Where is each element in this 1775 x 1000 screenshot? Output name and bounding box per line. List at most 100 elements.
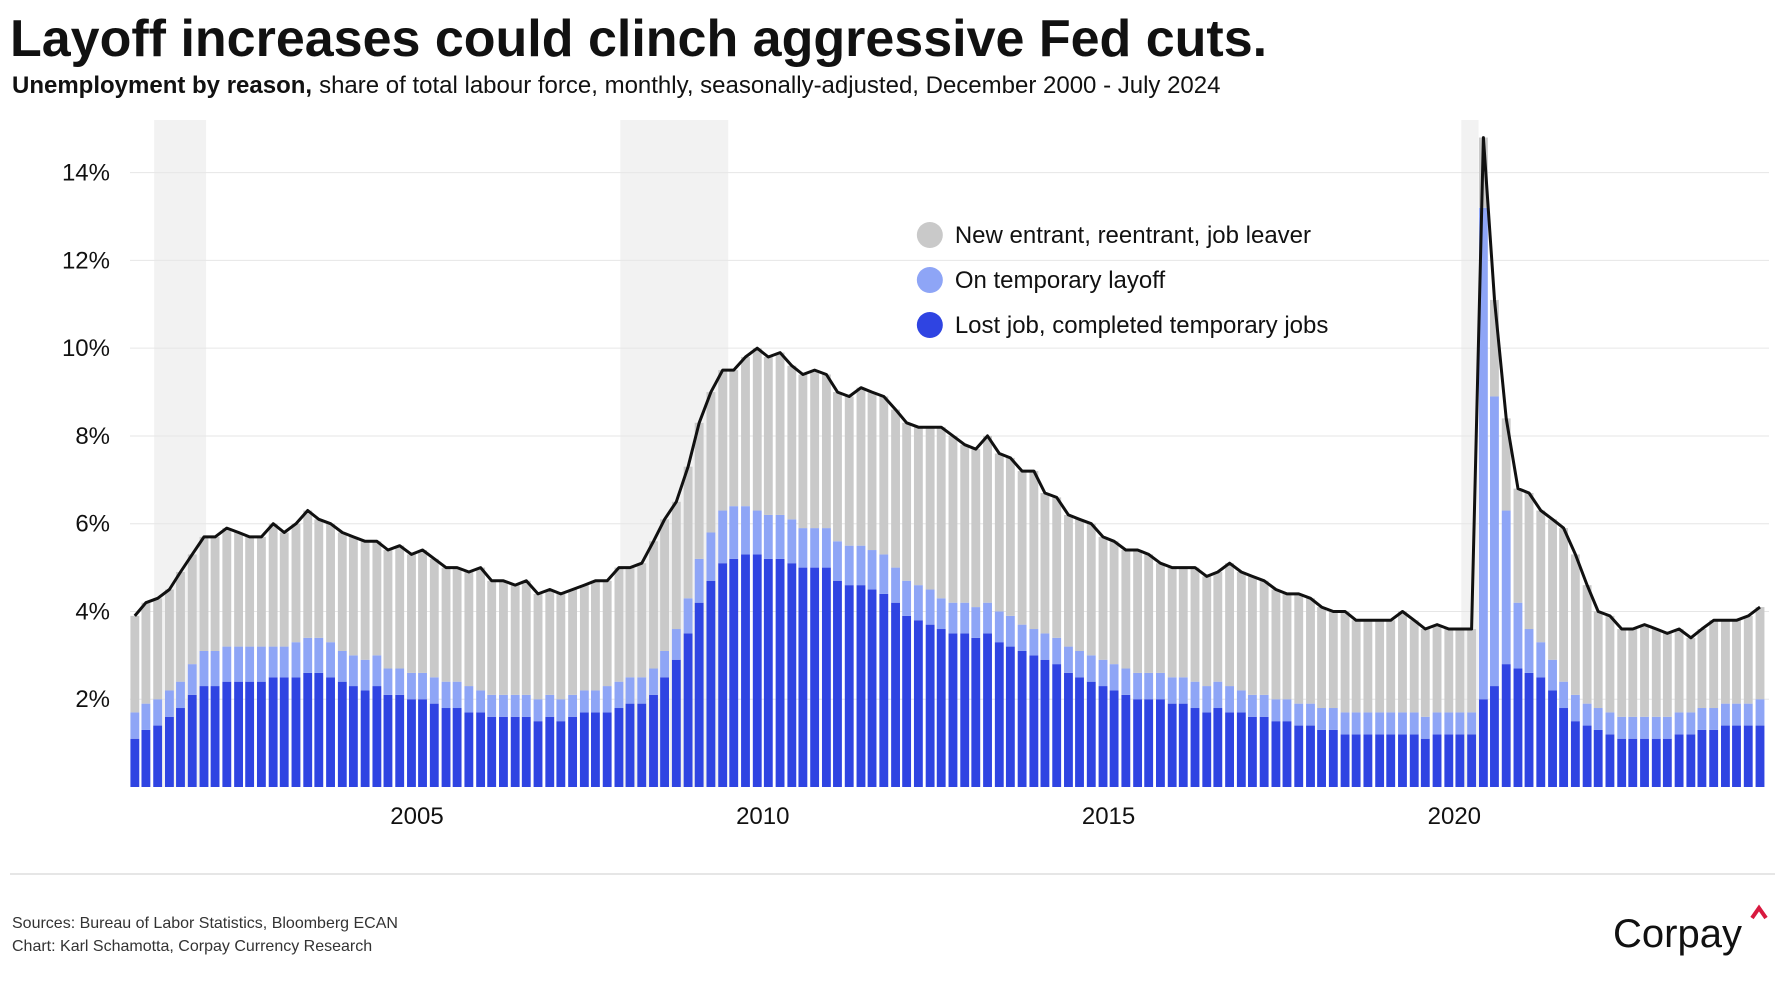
bar-segment [763, 356, 773, 515]
bar-segment [844, 545, 854, 586]
total-line [133, 136, 1761, 640]
bar-segment [1640, 624, 1649, 717]
bar-segment [1548, 519, 1557, 660]
bar-segment [291, 677, 301, 787]
bar-segment [164, 589, 174, 691]
bar-segment [1017, 650, 1027, 787]
bar-segment [164, 690, 174, 717]
bar-segment [1709, 620, 1719, 709]
bar-segment [1202, 712, 1212, 787]
bar-segment [234, 646, 244, 682]
bar-segment [1121, 668, 1131, 695]
bar-segment [1190, 567, 1200, 682]
bar-segment [199, 650, 209, 687]
bar-segment [1732, 620, 1741, 704]
bar-segment [1755, 607, 1765, 700]
bar-segment [649, 541, 658, 669]
bar-segment [337, 650, 347, 682]
bar-segment [856, 545, 866, 586]
bar-segment [1294, 593, 1304, 704]
bar-segment [879, 554, 889, 594]
bar-segment [141, 729, 151, 787]
bar-segment [729, 370, 739, 507]
legend-marker [916, 267, 943, 293]
bar-segment [1651, 629, 1661, 717]
bar-segment [326, 677, 335, 787]
bar-segment [545, 694, 555, 717]
bar-segment [1167, 703, 1177, 787]
bar-segment [360, 541, 370, 660]
bar-segment [1167, 677, 1177, 704]
bar-segment [1697, 708, 1707, 730]
bar-segment [452, 681, 462, 709]
bar-segment [602, 686, 612, 713]
bar-segment [960, 444, 970, 603]
bar-segment [464, 571, 474, 687]
bar-segment [1490, 299, 1499, 397]
bar-segment [476, 712, 486, 787]
bar-segment [1732, 725, 1741, 787]
subtitle-text: share of total labour force, monthly, se… [319, 72, 1220, 99]
bar-segment [614, 567, 624, 682]
bar-segment [729, 558, 739, 787]
bar-segment [752, 510, 762, 555]
bar-segment [1501, 664, 1511, 787]
bar-segment [1005, 457, 1015, 616]
bar-segment [256, 536, 266, 647]
bar-segment [960, 602, 970, 634]
bar-segment [810, 567, 820, 787]
bar-segment [1133, 672, 1143, 700]
bar-segment [925, 427, 935, 590]
bar-segment [683, 598, 693, 634]
bar-segment [153, 598, 163, 700]
bar-segment [1640, 738, 1649, 787]
bar-segment [741, 554, 750, 787]
bar-segment [1259, 716, 1269, 787]
bar-segment [245, 646, 255, 682]
bar-segment [671, 659, 681, 787]
bar-segment [671, 501, 681, 630]
bar-segment [579, 712, 589, 787]
bar-segment [1651, 738, 1661, 787]
bar-segment [476, 690, 486, 713]
bar-segment [1156, 563, 1165, 673]
bar-segment [1075, 677, 1084, 787]
bar-segment [936, 598, 946, 630]
bar-segment [291, 523, 301, 643]
bar-segment [763, 514, 773, 559]
bar-segment [521, 580, 531, 695]
bar-segment [1328, 611, 1338, 709]
bar-segment [1005, 646, 1015, 787]
bar-segment [913, 620, 923, 787]
bar-segment [1490, 686, 1499, 787]
bar-segment [1743, 725, 1753, 787]
bar-segment [303, 637, 313, 673]
bar-segment [660, 519, 670, 651]
bar-segment [1064, 672, 1073, 787]
y-tick-label: 4% [75, 598, 110, 625]
bar-segment [568, 716, 578, 787]
bar-segment [210, 536, 220, 651]
bar-segment [1351, 734, 1361, 787]
bar-segment [1524, 629, 1534, 673]
bar-segment [1052, 637, 1062, 665]
bar-segment [545, 589, 555, 695]
bar-segment [671, 629, 681, 660]
bar-segment [568, 694, 578, 717]
bar-segment [798, 374, 808, 529]
bar-segment [867, 392, 877, 551]
bar-segment [521, 694, 531, 717]
bar-segment [1732, 703, 1741, 726]
bar-segment [752, 348, 762, 511]
bar-segment [902, 422, 912, 581]
bar-segment [418, 672, 427, 700]
bar-segment [303, 510, 313, 638]
bar-segment [579, 585, 589, 691]
bar-segment [625, 677, 635, 704]
bar-segment [1686, 637, 1696, 713]
bar-segment [660, 650, 670, 678]
y-tick-label: 8% [75, 423, 110, 450]
bar-segment [902, 615, 912, 787]
bar-segment [1662, 738, 1672, 787]
bar-segment [1709, 708, 1719, 730]
